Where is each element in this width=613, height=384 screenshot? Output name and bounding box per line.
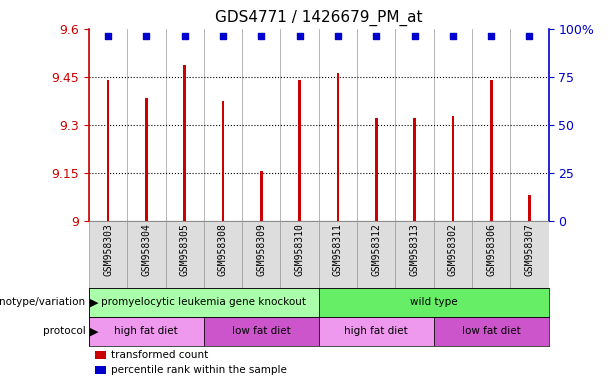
Bar xyxy=(107,80,109,221)
Bar xyxy=(395,221,434,288)
Text: GSM958310: GSM958310 xyxy=(295,223,305,276)
Point xyxy=(218,33,228,40)
Bar xyxy=(357,221,395,288)
Text: ▶: ▶ xyxy=(90,297,99,308)
Point xyxy=(409,33,419,40)
Bar xyxy=(490,80,492,221)
Bar xyxy=(434,221,472,288)
Text: GSM958303: GSM958303 xyxy=(103,223,113,276)
Point xyxy=(486,33,496,40)
Bar xyxy=(281,221,319,288)
Bar xyxy=(260,171,262,221)
Text: GSM958304: GSM958304 xyxy=(142,223,151,276)
Bar xyxy=(319,288,549,317)
Text: low fat diet: low fat diet xyxy=(232,326,291,336)
Bar xyxy=(319,317,434,346)
Point xyxy=(333,33,343,40)
Point xyxy=(180,33,189,40)
Bar xyxy=(145,98,148,221)
Point xyxy=(371,33,381,40)
Bar xyxy=(413,118,416,221)
Bar xyxy=(166,221,204,288)
Text: genotype/variation: genotype/variation xyxy=(0,297,86,308)
Point xyxy=(103,33,113,40)
Bar xyxy=(89,221,128,288)
Bar xyxy=(452,116,454,221)
Text: transformed count: transformed count xyxy=(111,350,208,360)
Bar xyxy=(204,221,242,288)
Point xyxy=(448,33,458,40)
Text: high fat diet: high fat diet xyxy=(345,326,408,336)
Text: low fat diet: low fat diet xyxy=(462,326,520,336)
Text: ▶: ▶ xyxy=(90,326,99,336)
Bar xyxy=(510,221,549,288)
Bar xyxy=(472,221,510,288)
Text: GSM958313: GSM958313 xyxy=(409,223,419,276)
Text: percentile rank within the sample: percentile rank within the sample xyxy=(111,366,287,376)
Text: GSM958306: GSM958306 xyxy=(486,223,496,276)
Text: GSM958311: GSM958311 xyxy=(333,223,343,276)
Text: GSM958308: GSM958308 xyxy=(218,223,228,276)
Bar xyxy=(89,288,319,317)
Bar xyxy=(222,101,224,221)
Title: GDS4771 / 1426679_PM_at: GDS4771 / 1426679_PM_at xyxy=(215,10,422,26)
Bar xyxy=(204,317,319,346)
Text: GSM958307: GSM958307 xyxy=(525,223,535,276)
Bar xyxy=(319,221,357,288)
Bar xyxy=(375,118,378,221)
Point xyxy=(142,33,151,40)
Text: protocol: protocol xyxy=(43,326,86,336)
Text: GSM958302: GSM958302 xyxy=(448,223,458,276)
Text: GSM958309: GSM958309 xyxy=(256,223,266,276)
Bar xyxy=(183,65,186,221)
Text: high fat diet: high fat diet xyxy=(115,326,178,336)
Text: GSM958312: GSM958312 xyxy=(371,223,381,276)
Bar xyxy=(528,195,531,221)
Point xyxy=(525,33,535,40)
Text: wild type: wild type xyxy=(410,297,457,308)
Bar xyxy=(299,80,301,221)
Text: GSM958305: GSM958305 xyxy=(180,223,189,276)
Bar xyxy=(89,317,204,346)
Point xyxy=(256,33,266,40)
Bar xyxy=(242,221,281,288)
Bar xyxy=(337,73,339,221)
Bar xyxy=(128,221,166,288)
Point xyxy=(295,33,305,40)
Text: promyelocytic leukemia gene knockout: promyelocytic leukemia gene knockout xyxy=(101,297,306,308)
Bar xyxy=(434,317,549,346)
